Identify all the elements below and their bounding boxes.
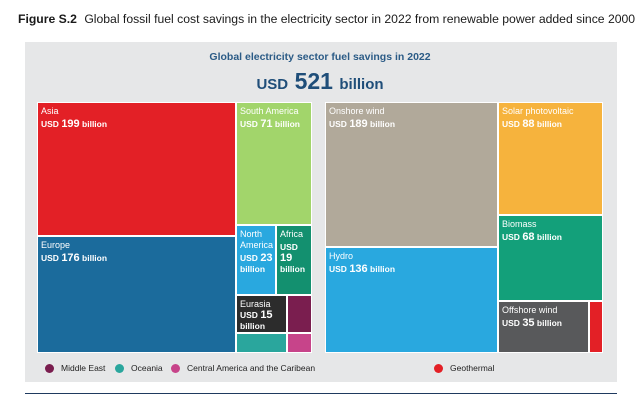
figure-number: Figure S.2 [18,12,77,26]
tile-label-eurasia: Eurasia [240,299,271,309]
tile-solar-photovoltaic: Solar photovoltaic USD 88 billion [498,102,603,215]
legend-swatch [434,363,443,373]
legend-label: Oceania [131,363,163,373]
legend-item-geothermal: Geothermal [434,362,494,374]
tile-oceania [236,333,287,353]
tile-value-asia: USD 199 billion [41,118,108,130]
tile-label-asia: Asia [41,106,59,116]
legend-label: Geothermal [450,363,495,373]
legend-swatch [45,363,54,373]
tile-value-solar-photovoltaic: USD 88 billion [502,118,562,130]
tile-label-africa: Africa [280,229,304,239]
tile-south-america: South America USD 71 billion [236,102,312,225]
tile-value-biomass: USD 68 billion [502,231,562,243]
tile-asia: Asia USD 199 billion [37,102,236,236]
legend-label: Central America and the Caribean [187,363,316,373]
legend-item-central-america-and-the-caribean: Central America and the Caribean [171,362,315,374]
tile-offshore-wind: Offshore wind USD 35 billion [498,301,589,353]
tile-value-eurasia: USD 15 billion [240,309,273,332]
tile-middle-east [287,295,312,333]
tile-biomass: Biomass USD 68 billion [498,215,603,301]
bottom-rule [25,393,617,394]
legend-item-middle-east: Middle East [45,362,105,374]
tile-value-south-america: USD 71 billion [240,118,300,130]
tile-north-america: North America USD 23 billion [236,225,276,295]
tile-value-africa: USD 19 billion [280,242,306,274]
legend-label: Middle East [61,363,106,373]
chart-title: Global electricity sector fuel savings i… [209,51,431,63]
legend-swatch [115,363,124,373]
tile-eurasia: Eurasia USD 15 billion [236,295,287,333]
tile-europe: Europe USD 176 billion [37,236,236,353]
tile-label-north-america: North America [240,229,274,250]
tile-africa: Africa USD 19 billion [276,225,312,295]
figure-caption: Global fossil fuel cost savings in the e… [84,12,636,26]
tile-value-onshore-wind: USD 189 billion [329,118,396,130]
tile-label-onshore-wind: Onshore wind [329,106,385,116]
tile-label-south-america: South America [240,106,299,116]
figure-title: Figure S.2 Global fossil fuel cost savin… [18,12,635,26]
tile-value-north-america: USD 23 billion [240,252,273,275]
tile-geothermal [589,301,603,353]
legend-item-oceania: Oceania [115,362,163,374]
tile-value-europe: USD 176 billion [41,252,108,264]
tile-onshore-wind: Onshore wind USD 189 billion [325,102,498,247]
tile-label-biomass: Biomass [502,219,537,229]
legend-swatch [171,363,180,373]
tile-value-offshore-wind: USD 35 billion [502,317,562,329]
tile-label-europe: Europe [41,240,71,250]
tile-label-solar-photovoltaic: Solar photovoltaic [502,106,574,116]
tile-label-hydro: Hydro [329,251,354,261]
tile-hydro: Hydro USD 136 billion [325,247,498,353]
total-value: 521 [294,68,333,94]
tile-central-america-and-the-caribean [287,333,312,353]
chart-total: USD 521 billion [0,68,640,95]
tile-value-hydro: USD 136 billion [329,263,396,275]
tile-label-offshore-wind: Offshore wind [502,305,558,315]
total-unit: billion [339,76,384,93]
total-currency: USD [256,76,289,93]
